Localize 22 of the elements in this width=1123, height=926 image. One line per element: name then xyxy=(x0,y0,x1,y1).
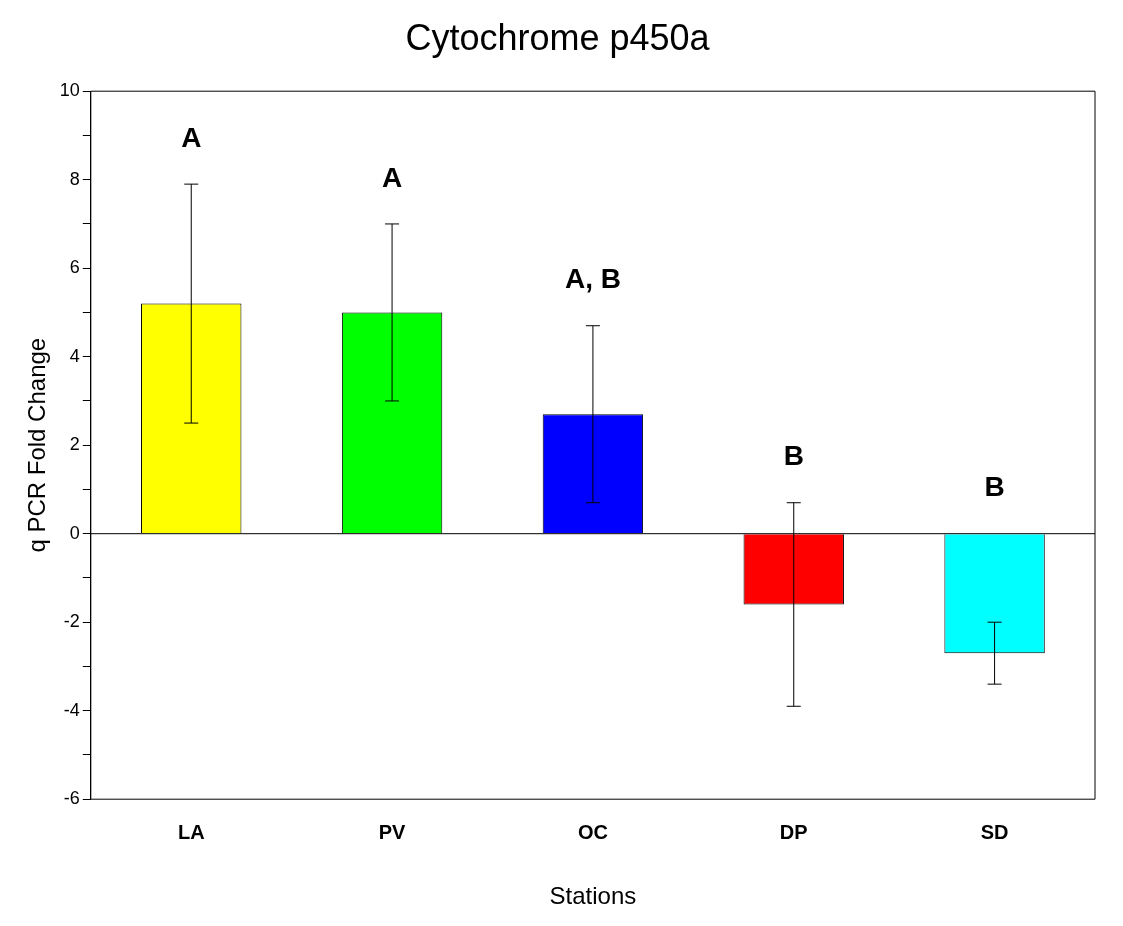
y-tick-label: 6 xyxy=(69,257,80,278)
y-tick-label: 8 xyxy=(69,168,80,189)
y-tick-label: 10 xyxy=(59,80,80,101)
x-tick-label: OC xyxy=(577,820,608,843)
annotation: A, B xyxy=(564,263,621,295)
annotation: B xyxy=(783,440,804,472)
chart-title: Cytochrome p450a xyxy=(405,16,711,58)
x-tick-label: DP xyxy=(779,820,808,843)
annotation: A xyxy=(181,121,202,153)
y-tick-label: -2 xyxy=(63,611,80,632)
annotation: B xyxy=(984,471,1005,503)
x-tick-label: SD xyxy=(980,820,1009,843)
annotation: A xyxy=(381,161,403,193)
y-tick-label: 4 xyxy=(69,345,80,366)
x-axis-title: Stations xyxy=(549,882,637,910)
y-tick-label: 0 xyxy=(69,522,80,543)
x-tick-label: PV xyxy=(378,820,407,843)
y-axis-title: q PCR Fold Change xyxy=(23,337,51,553)
y-tick-label: -6 xyxy=(63,788,80,809)
y-tick-label: 2 xyxy=(69,434,80,455)
x-tick-label: LA xyxy=(177,820,205,843)
y-tick-label: -4 xyxy=(63,699,80,720)
